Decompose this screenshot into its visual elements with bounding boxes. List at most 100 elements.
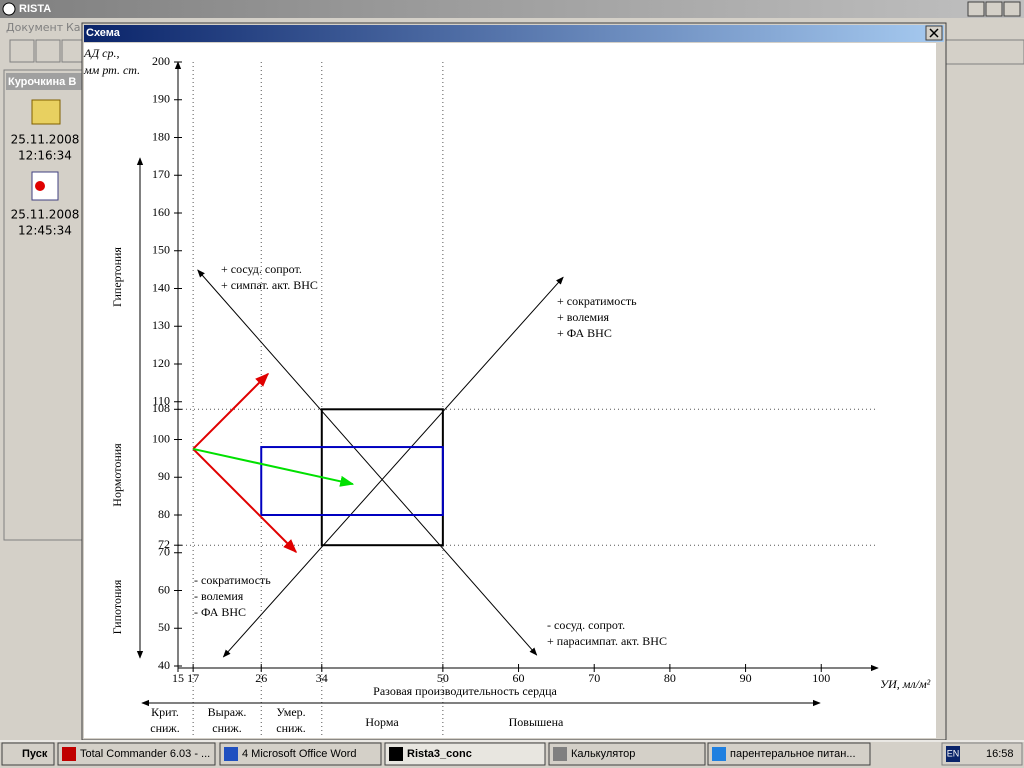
y-tick-label: 80: [158, 507, 170, 521]
x-axis-label: УИ, мл/м²: [880, 677, 931, 691]
y-tick-label: 90: [158, 469, 170, 483]
window-buttons: [967, 1, 1021, 17]
task-button[interactable]: [219, 742, 382, 766]
x-tick-label: 60: [513, 671, 525, 685]
range-label: Гипотония: [110, 579, 124, 634]
zone-label: Норма: [365, 715, 399, 729]
y-tick-label: 150: [152, 243, 170, 257]
range-label: Нормотония: [110, 443, 124, 507]
y-tick-label: 200: [152, 54, 170, 68]
task-label: Rista3_conc: [407, 748, 472, 760]
task-icon: [62, 747, 76, 761]
x-tick-label: 90: [740, 671, 752, 685]
annotation: + сократимость: [557, 294, 637, 308]
task-button[interactable]: [384, 742, 546, 766]
x-axis-title: Разовая производительность сердца: [373, 684, 557, 698]
annotation: + парасимпат. акт. ВНС: [547, 634, 667, 648]
y-axis-label: АД ср.,: [83, 46, 119, 60]
range-label: Гипертония: [110, 247, 124, 307]
task-list: Total Commander 6.03 - ... 4 Microsoft Of…: [57, 742, 871, 766]
start-label: Пуск: [22, 748, 48, 760]
close-glyph: [929, 28, 939, 38]
y-tick-label: 170: [152, 167, 170, 181]
zone-label: Умер.: [276, 705, 305, 719]
record-date: 25.11.2008: [11, 208, 80, 222]
x-tick-label: 34: [316, 671, 328, 685]
record-time: 12:16:34: [18, 149, 72, 163]
x-tick-label: 80: [664, 671, 676, 685]
app-titlebar: [0, 0, 1024, 18]
x-tick-label: 100: [812, 671, 830, 685]
tool-button[interactable]: [61, 39, 83, 63]
clock: 16:58: [986, 748, 1014, 760]
y-tick-label: 140: [152, 280, 170, 294]
annotation: + ФА ВНС: [557, 326, 612, 340]
y-tick-label: 130: [152, 318, 170, 332]
x-tick-label: 26: [255, 671, 267, 685]
vector-arrow: [192, 447, 355, 487]
x-tick-label: 50: [437, 671, 449, 685]
zone-label: Выраж.: [208, 705, 247, 719]
toolbar: [9, 39, 1024, 65]
tool-button[interactable]: [9, 39, 35, 63]
task-button[interactable]: [57, 742, 216, 766]
app-title: RISTA: [19, 3, 51, 15]
restore[interactable]: [985, 1, 1003, 17]
task-label: 4 Microsoft Office Word: [242, 748, 357, 760]
x-tick-label: 17: [187, 671, 199, 685]
toolbar-right: [945, 39, 1024, 65]
annotation: - сосуд. сопрот.: [547, 618, 625, 632]
record-date: 25.11.2008: [11, 133, 80, 147]
left-panel: [3, 69, 83, 541]
patient-name: Курочкина В: [8, 76, 76, 88]
task-icon: [712, 747, 726, 761]
y-tick-label: 190: [152, 92, 170, 106]
annotation: - волемия: [194, 589, 244, 603]
close[interactable]: [1003, 1, 1021, 17]
task-icon: [224, 747, 238, 761]
annotation: - ФА ВНС: [194, 605, 246, 619]
zone-label: сниж.: [276, 721, 305, 735]
menu-item[interactable]: Документ: [6, 21, 64, 34]
app-icon: [2, 2, 16, 16]
task-label: Калькулятор: [571, 748, 635, 760]
tray: [941, 742, 1023, 766]
zone-box: [260, 446, 444, 516]
task-icon: [389, 747, 403, 761]
vector-arrow: [192, 448, 298, 553]
annotation: - сократимость: [194, 573, 271, 587]
patient-bar: [6, 73, 82, 90]
diagonal: [222, 276, 564, 658]
menu-item[interactable]: Ка: [66, 21, 81, 34]
record-icon[interactable]: [31, 99, 61, 125]
annotation: + волемия: [557, 310, 610, 324]
minimize[interactable]: [967, 1, 985, 17]
y-tick-label: 120: [152, 356, 170, 370]
start-button[interactable]: [1, 742, 55, 766]
y-tick-label: 160: [152, 205, 170, 219]
task-button[interactable]: [707, 742, 871, 766]
x-tick-label: 70: [588, 671, 600, 685]
y-tick-label: 40: [158, 658, 170, 672]
y-tick-label: 50: [158, 620, 170, 634]
y-tick-label: 60: [158, 582, 170, 596]
lang-box: [946, 746, 960, 762]
dialog-body: [84, 43, 936, 738]
chart: 4050607072809010010811012013014015016017…: [83, 46, 931, 736]
task-icon: [553, 747, 567, 761]
y-tick-label: 180: [152, 129, 170, 143]
y-axis-label: мм рт. ст.: [83, 63, 140, 77]
zone-label: сниж.: [150, 721, 179, 735]
tool-button[interactable]: [35, 39, 61, 63]
y-tick-label: 110: [152, 394, 170, 408]
y-tick-label: 100: [152, 431, 170, 445]
y-tick-label: 108: [152, 401, 170, 415]
task-button[interactable]: [548, 742, 706, 766]
y-tick-label: 70: [158, 545, 170, 559]
x-tick-label: 15: [172, 671, 184, 685]
zone-label: сниж.: [212, 721, 241, 735]
zone-label: Повышена: [509, 715, 564, 729]
zone-label: Крит.: [151, 705, 179, 719]
vector-arrow: [192, 372, 270, 450]
